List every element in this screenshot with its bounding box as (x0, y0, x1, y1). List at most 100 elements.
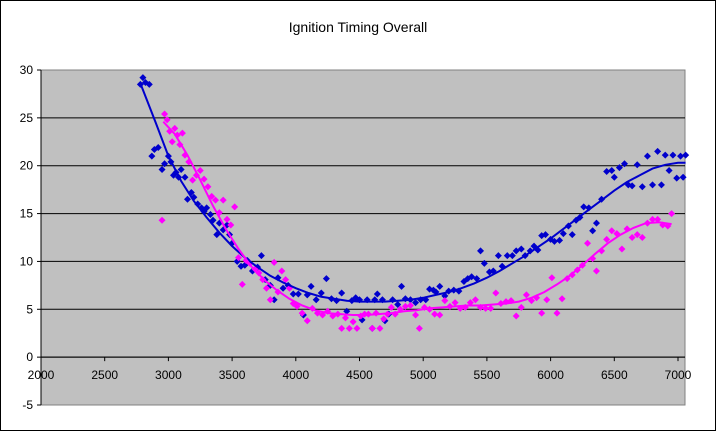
series-1-point (657, 181, 665, 189)
series-1-point (181, 173, 189, 181)
series-2-point (345, 324, 353, 332)
series-2-point (466, 299, 474, 307)
series-2-point (487, 304, 495, 312)
series-2-point (353, 324, 361, 332)
series-2-point (584, 239, 592, 247)
series-2-point (231, 203, 239, 211)
series-2-point (163, 116, 171, 124)
series-1-point (206, 211, 214, 219)
series-1-point (610, 173, 618, 181)
series-2-point (262, 284, 270, 292)
series-1-point (307, 282, 315, 290)
series-2-point (227, 221, 235, 229)
series-2-point (196, 167, 204, 174)
series-1-point (517, 245, 525, 253)
series-1-point (508, 252, 516, 260)
series-2-point (431, 310, 439, 318)
series-1-point (161, 160, 169, 168)
x-tick-label: 6000 (537, 368, 564, 382)
series-1-point (580, 203, 588, 211)
y-tick-label: 0 (26, 350, 33, 364)
series-1-point (633, 161, 641, 169)
series-1-point (294, 290, 302, 298)
series-2-point (654, 215, 662, 223)
series-1-point (603, 167, 611, 175)
x-tick-label: 2500 (91, 368, 118, 382)
series-2-point (338, 324, 346, 332)
series-1-point (312, 296, 320, 304)
series-2-point (633, 231, 641, 239)
series-1-point (654, 147, 662, 155)
series-1-point (615, 164, 623, 172)
series-1-point (270, 296, 278, 304)
series-1-point (158, 166, 166, 174)
series-1-point (568, 231, 576, 239)
series-2-point (178, 129, 186, 137)
series-1-point (649, 181, 657, 189)
series-2-point (376, 324, 384, 332)
series-2-point (168, 138, 176, 146)
series-1-point (398, 282, 406, 290)
series-2-point (492, 289, 500, 297)
x-tick-label: 3000 (155, 368, 182, 382)
series-2-point (368, 324, 376, 332)
y-tick-label: 10 (20, 254, 34, 268)
series-1-point (139, 74, 147, 82)
series-2-point (638, 234, 646, 241)
series-1-point (592, 219, 600, 227)
plot-area (40, 69, 686, 406)
series-2-point (270, 258, 278, 266)
y-tick-label: 25 (20, 111, 34, 125)
series-2-point (436, 311, 444, 319)
series-2-point (628, 234, 636, 241)
series-1-point (322, 275, 330, 283)
series-1-point (638, 183, 646, 191)
y-tick-label: 15 (20, 207, 34, 221)
series-2-point (558, 295, 566, 303)
series-2-point (538, 309, 546, 317)
x-tick-label: 4000 (282, 368, 309, 382)
series-1-point (373, 290, 381, 298)
y-tick-label: 5 (26, 302, 33, 316)
series-2-point (603, 235, 611, 243)
series-1-point (148, 152, 156, 160)
chart-title: Ignition Timing Overall (289, 19, 428, 35)
series-1-point (241, 261, 249, 269)
series-2-point (401, 302, 409, 310)
series-1-point (620, 160, 628, 168)
series-2-point (158, 216, 166, 224)
series-1-point (477, 247, 485, 255)
series-2-point (303, 317, 311, 325)
x-tick-label: 2000 (28, 368, 55, 382)
series-1-point (669, 151, 677, 159)
series-2-point (553, 309, 561, 317)
series-2-point (548, 274, 556, 282)
series-1-point (556, 236, 564, 244)
series-2-point (223, 215, 231, 223)
series-1-point (550, 237, 558, 245)
series-2-point (212, 196, 220, 204)
series-2-point (238, 280, 246, 288)
series-1-point (542, 231, 550, 239)
series-1-point (643, 152, 651, 160)
series-2-point (543, 296, 551, 304)
series-1-point (289, 290, 297, 298)
series-2-point (298, 309, 306, 317)
series-2-point (512, 312, 520, 320)
series-1-point (512, 247, 520, 255)
series-2-point (608, 227, 616, 235)
series-1-point (503, 252, 511, 260)
series-2-point (471, 296, 479, 304)
series-2-point (266, 296, 274, 304)
series-1-point (559, 230, 567, 238)
trendline-1 (139, 83, 686, 303)
series-1-point (154, 144, 162, 152)
series-1-point (608, 167, 616, 174)
series-2-point (189, 176, 197, 184)
series-2-point (387, 303, 395, 311)
x-tick-label: 3500 (219, 368, 246, 382)
series-2-point (482, 304, 490, 312)
series-1-point (317, 289, 325, 297)
